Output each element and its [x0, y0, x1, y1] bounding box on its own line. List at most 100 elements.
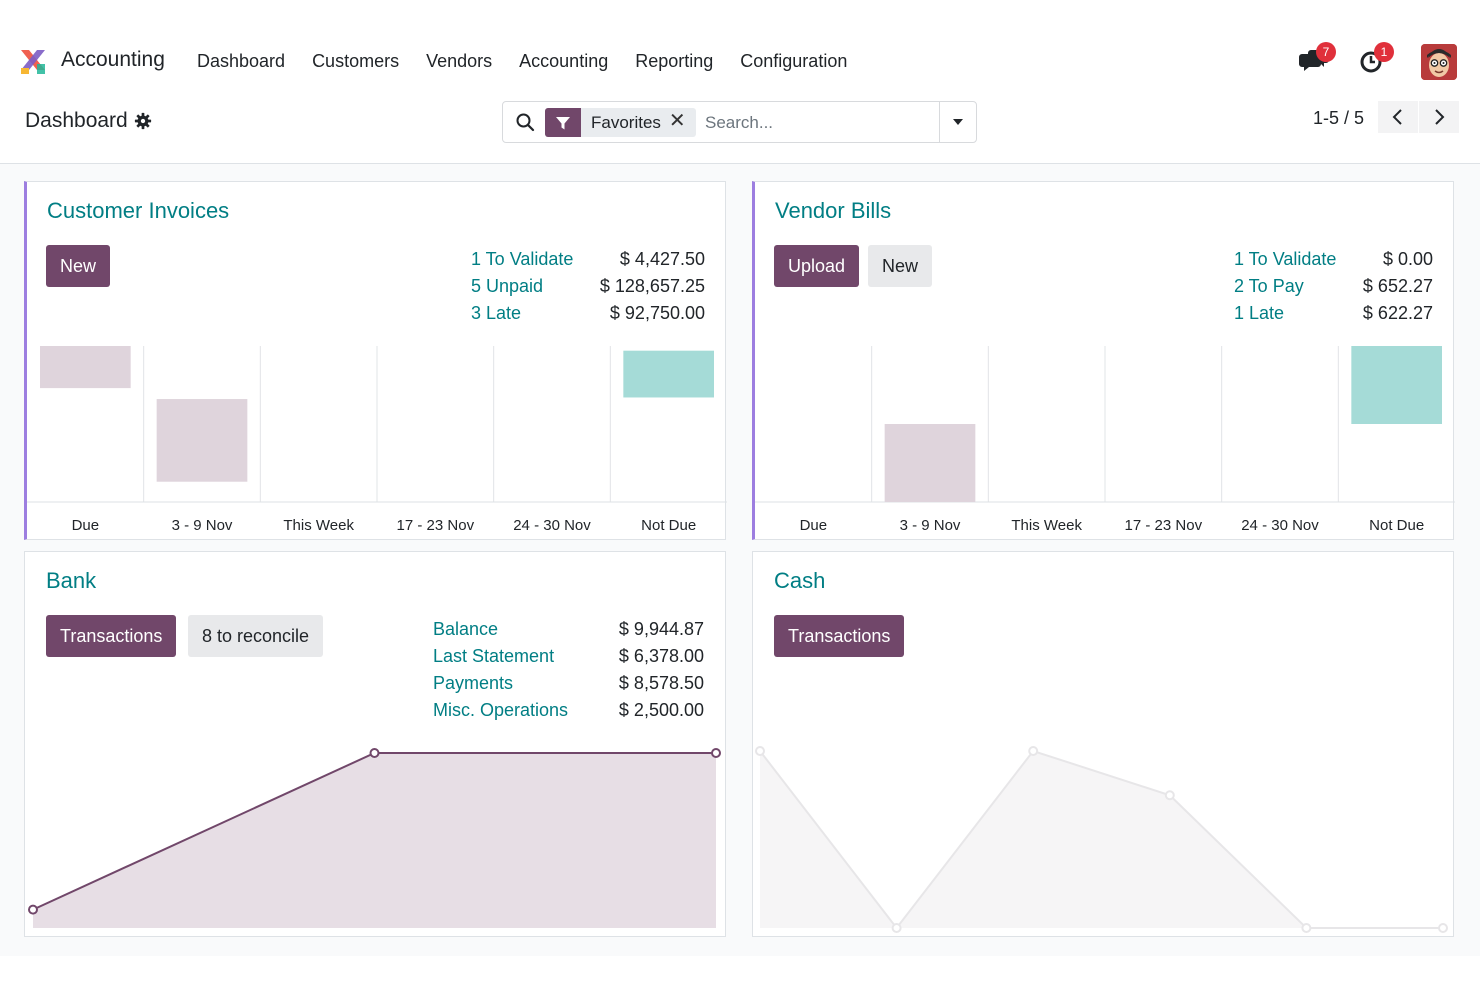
- menu-customers[interactable]: Customers: [312, 51, 400, 71]
- stat-value-to-pay: $ 652.27: [1362, 276, 1433, 296]
- menu-dashboard[interactable]: Dashboard: [197, 51, 286, 71]
- search-options-toggle[interactable]: [939, 102, 976, 142]
- top-navbar: Accounting Dashboard Customers Vendors A…: [0, 0, 1480, 96]
- menu-reporting[interactable]: Reporting: [635, 51, 714, 71]
- chart-point[interactable]: [891, 923, 902, 933]
- card-title[interactable]: Vendor Bills: [775, 198, 892, 223]
- stat-label-late[interactable]: 3 Late: [471, 303, 522, 323]
- stat-value-last-statement: $ 6,378.00: [618, 646, 704, 666]
- chart-tick-label: Not Due: [1369, 517, 1424, 534]
- menu-accounting[interactable]: Accounting: [519, 51, 609, 71]
- search-icon[interactable]: [515, 112, 535, 132]
- stat-label-to-validate[interactable]: 1 To Validate: [1234, 249, 1337, 269]
- chart-bar[interactable]: [884, 424, 976, 502]
- new-invoice-button[interactable]: New: [46, 245, 111, 287]
- pager-value[interactable]: 1-5 / 5: [1313, 108, 1365, 128]
- stat-value-unpaid: $ 128,657.25: [599, 276, 705, 296]
- stat-label-misc-operations[interactable]: Misc. Operations: [433, 700, 569, 720]
- menu-vendors[interactable]: Vendors: [426, 51, 493, 71]
- gear-icon[interactable]: [134, 112, 152, 130]
- cash-transactions-button[interactable]: Transactions: [774, 615, 905, 657]
- chart-tick-label: Due: [800, 517, 828, 534]
- card-title[interactable]: Cash: [774, 568, 826, 593]
- user-avatar[interactable]: [1421, 44, 1457, 80]
- bank-card: Bank Transactions 8 to reconcile Balance…: [24, 551, 726, 937]
- chart-point[interactable]: [1438, 923, 1448, 933]
- chart-bar[interactable]: [40, 346, 131, 389]
- vendor-bills-card: Vendor Bills Upload New 1 To Validate 2 …: [752, 181, 1455, 540]
- bank-transactions-button[interactable]: Transactions: [46, 615, 177, 657]
- stat-value-to-validate: $ 0.00: [1382, 249, 1433, 269]
- search-bar: Favorites ✕: [502, 101, 977, 143]
- stat-label-unpaid[interactable]: 5 Unpaid: [471, 276, 544, 296]
- stat-value-payments: $ 8,578.50: [618, 673, 704, 693]
- stat-value-balance: $ 9,944.87: [618, 619, 704, 639]
- messages-badge: 7: [1316, 42, 1336, 62]
- activities-badge: 1: [1374, 42, 1394, 62]
- pager-next-button[interactable]: [1419, 101, 1459, 133]
- messages-button[interactable]: 7: [1298, 42, 1336, 78]
- app-name[interactable]: Accounting: [61, 48, 165, 71]
- main-menu: Dashboard Customers Vendors Accounting R…: [197, 51, 874, 72]
- chart-tick-label: 24 - 30 Nov: [513, 517, 591, 534]
- chart-tick-label: 3 - 9 Nov: [900, 517, 961, 534]
- chart-line: [759, 749, 1443, 930]
- chart-tick-label: 17 - 23 Nov: [1125, 517, 1203, 534]
- stat-label-to-validate[interactable]: 1 To Validate: [471, 249, 574, 269]
- caret-down-icon: [953, 119, 963, 125]
- stat-value-late: $ 622.27: [1362, 303, 1433, 323]
- chart-point[interactable]: [369, 748, 380, 758]
- control-panel-divider: [0, 163, 1480, 164]
- bank-balance-line-chart[interactable]: [25, 552, 725, 936]
- facet-label: Favorites: [591, 113, 661, 132]
- stat-label-late[interactable]: 1 Late: [1234, 303, 1285, 323]
- breadcrumb: Dashboard: [25, 109, 152, 133]
- chart-bar[interactable]: [156, 399, 248, 482]
- chart-area: [33, 753, 716, 928]
- cash-balance-line-chart[interactable]: [753, 552, 1453, 936]
- upload-bill-button[interactable]: Upload: [774, 245, 860, 287]
- customer-invoices-card: Customer Invoices New 1 To Validate 5 Un…: [24, 181, 727, 540]
- chart-tick-label: This Week: [1011, 517, 1082, 534]
- chart-tick-label: 3 - 9 Nov: [172, 517, 233, 534]
- stat-label-payments[interactable]: Payments: [433, 673, 514, 693]
- activities-button[interactable]: 1: [1356, 42, 1394, 78]
- chart-point[interactable]: [755, 746, 765, 756]
- filter-icon: [545, 108, 581, 137]
- chevron-right-icon: [1435, 109, 1445, 125]
- cash-card: Cash Transactions: [752, 551, 1454, 937]
- stat-value-to-validate: $ 4,427.50: [619, 249, 705, 269]
- page-title: Dashboard: [25, 109, 128, 132]
- menu-configuration[interactable]: Configuration: [740, 51, 848, 71]
- new-bill-button[interactable]: New: [868, 245, 933, 287]
- search-input[interactable]: [705, 108, 935, 137]
- search-facet-favorites: Favorites ✕: [545, 108, 696, 137]
- chart-point[interactable]: [1164, 790, 1175, 801]
- stat-label-last-statement[interactable]: Last Statement: [433, 646, 555, 666]
- stat-label-to-pay[interactable]: 2 To Pay: [1234, 276, 1304, 296]
- facet-remove-icon[interactable]: ✕: [668, 110, 686, 132]
- chart-point[interactable]: [1301, 923, 1312, 933]
- customer-invoices-bar-chart[interactable]: Due 3 - 9 Nov This Week 17 - 23 Nov 24 - 30 …: [27, 182, 727, 539]
- chart-bar[interactable]: [623, 350, 714, 398]
- vendor-bills-bar-chart[interactable]: Due 3 - 9 Nov This Week 17 - 23 Nov 24 - 30 …: [755, 182, 1455, 539]
- avatar-icon: [1421, 44, 1457, 80]
- card-title[interactable]: Bank: [46, 568, 97, 593]
- chart-tick-label: Not Due: [641, 517, 696, 534]
- pager-previous-button[interactable]: [1378, 101, 1418, 133]
- chart-tick-label: 24 - 30 Nov: [1241, 517, 1319, 534]
- stat-value-misc-operations: $ 2,500.00: [618, 700, 704, 720]
- chart-tick-label: Due: [72, 517, 100, 534]
- chart-tick-label: This Week: [283, 517, 354, 534]
- chart-point[interactable]: [711, 748, 721, 758]
- accounting-app-icon[interactable]: [18, 46, 48, 76]
- stat-value-late: $ 92,750.00: [609, 303, 705, 323]
- chart-point[interactable]: [28, 904, 38, 915]
- chevron-left-icon: [1392, 109, 1402, 125]
- card-title[interactable]: Customer Invoices: [47, 198, 230, 223]
- stat-label-balance[interactable]: Balance: [433, 619, 499, 639]
- chart-point[interactable]: [1028, 746, 1039, 756]
- reconcile-button[interactable]: 8 to reconcile: [188, 615, 324, 657]
- clock-icon: [1360, 51, 1382, 73]
- chart-bar[interactable]: [1351, 346, 1442, 424]
